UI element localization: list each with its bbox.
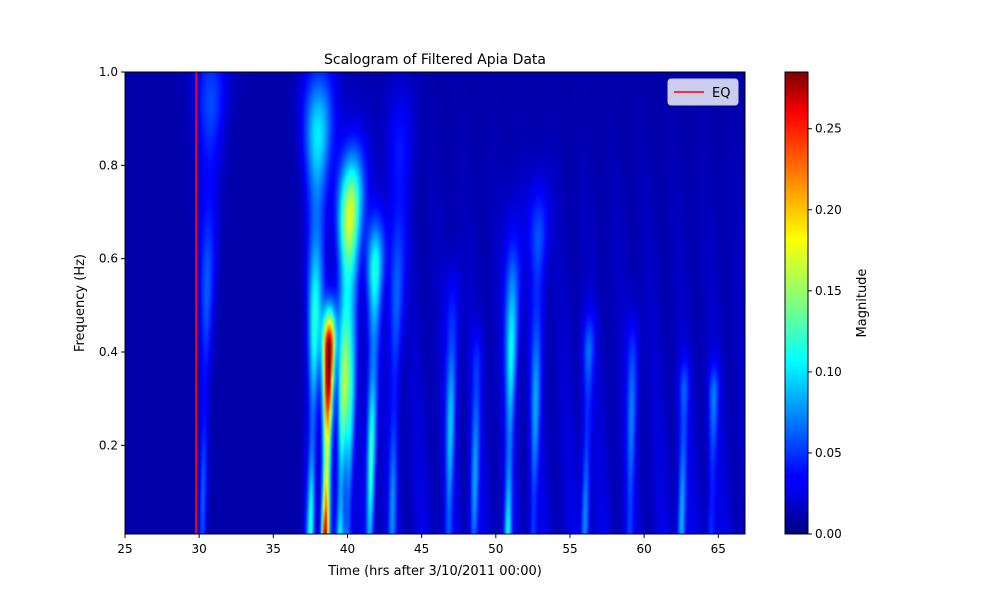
colorbar-tick-label: 0.10 <box>815 365 842 379</box>
y-tick-label: 1.0 <box>99 65 118 79</box>
colorbar <box>784 71 809 535</box>
heatmap-image <box>125 72 745 534</box>
plot-frame <box>124 71 746 535</box>
x-tick-label: 30 <box>192 542 207 556</box>
colorbar-label: Magnitude <box>855 269 870 338</box>
colorbar-tick-label: 0.05 <box>815 446 842 460</box>
colorbar-tick-label: 0.15 <box>815 284 842 298</box>
y-axis-label: Frequency (Hz) <box>73 254 88 352</box>
y-tick-label: 0.6 <box>99 252 118 266</box>
x-tick-label: 35 <box>266 542 281 556</box>
x-tick-label: 50 <box>488 542 503 556</box>
y-axis: 0.2 0.4 0.6 0.8 1.0 <box>99 65 125 452</box>
x-tick-label: 25 <box>117 542 132 556</box>
legend-eq-label: EQ <box>712 86 730 101</box>
x-tick-label: 40 <box>340 542 355 556</box>
legend: EQ <box>667 78 739 106</box>
x-tick-label: 60 <box>636 542 651 556</box>
x-tick-label: 65 <box>711 542 726 556</box>
colorbar-tick-label: 0.25 <box>815 122 842 136</box>
colorbar-tick-label: 0.20 <box>815 203 842 217</box>
colorbar-ticks: 0.00 0.05 0.10 0.15 0.20 0.25 <box>808 122 842 541</box>
x-axis: 25 30 35 40 45 50 55 60 65 <box>117 534 726 556</box>
chart-title: Scalogram of Filtered Apia Data <box>324 52 546 68</box>
y-tick-label: 0.4 <box>99 345 118 359</box>
x-tick-label: 55 <box>562 542 577 556</box>
x-tick-label: 45 <box>414 542 429 556</box>
colorbar-tick-label: 0.00 <box>815 527 842 541</box>
x-axis-label: Time (hrs after 3/10/2011 00:00) <box>327 564 542 579</box>
y-tick-label: 0.8 <box>99 158 118 172</box>
y-tick-label: 0.2 <box>99 438 118 452</box>
